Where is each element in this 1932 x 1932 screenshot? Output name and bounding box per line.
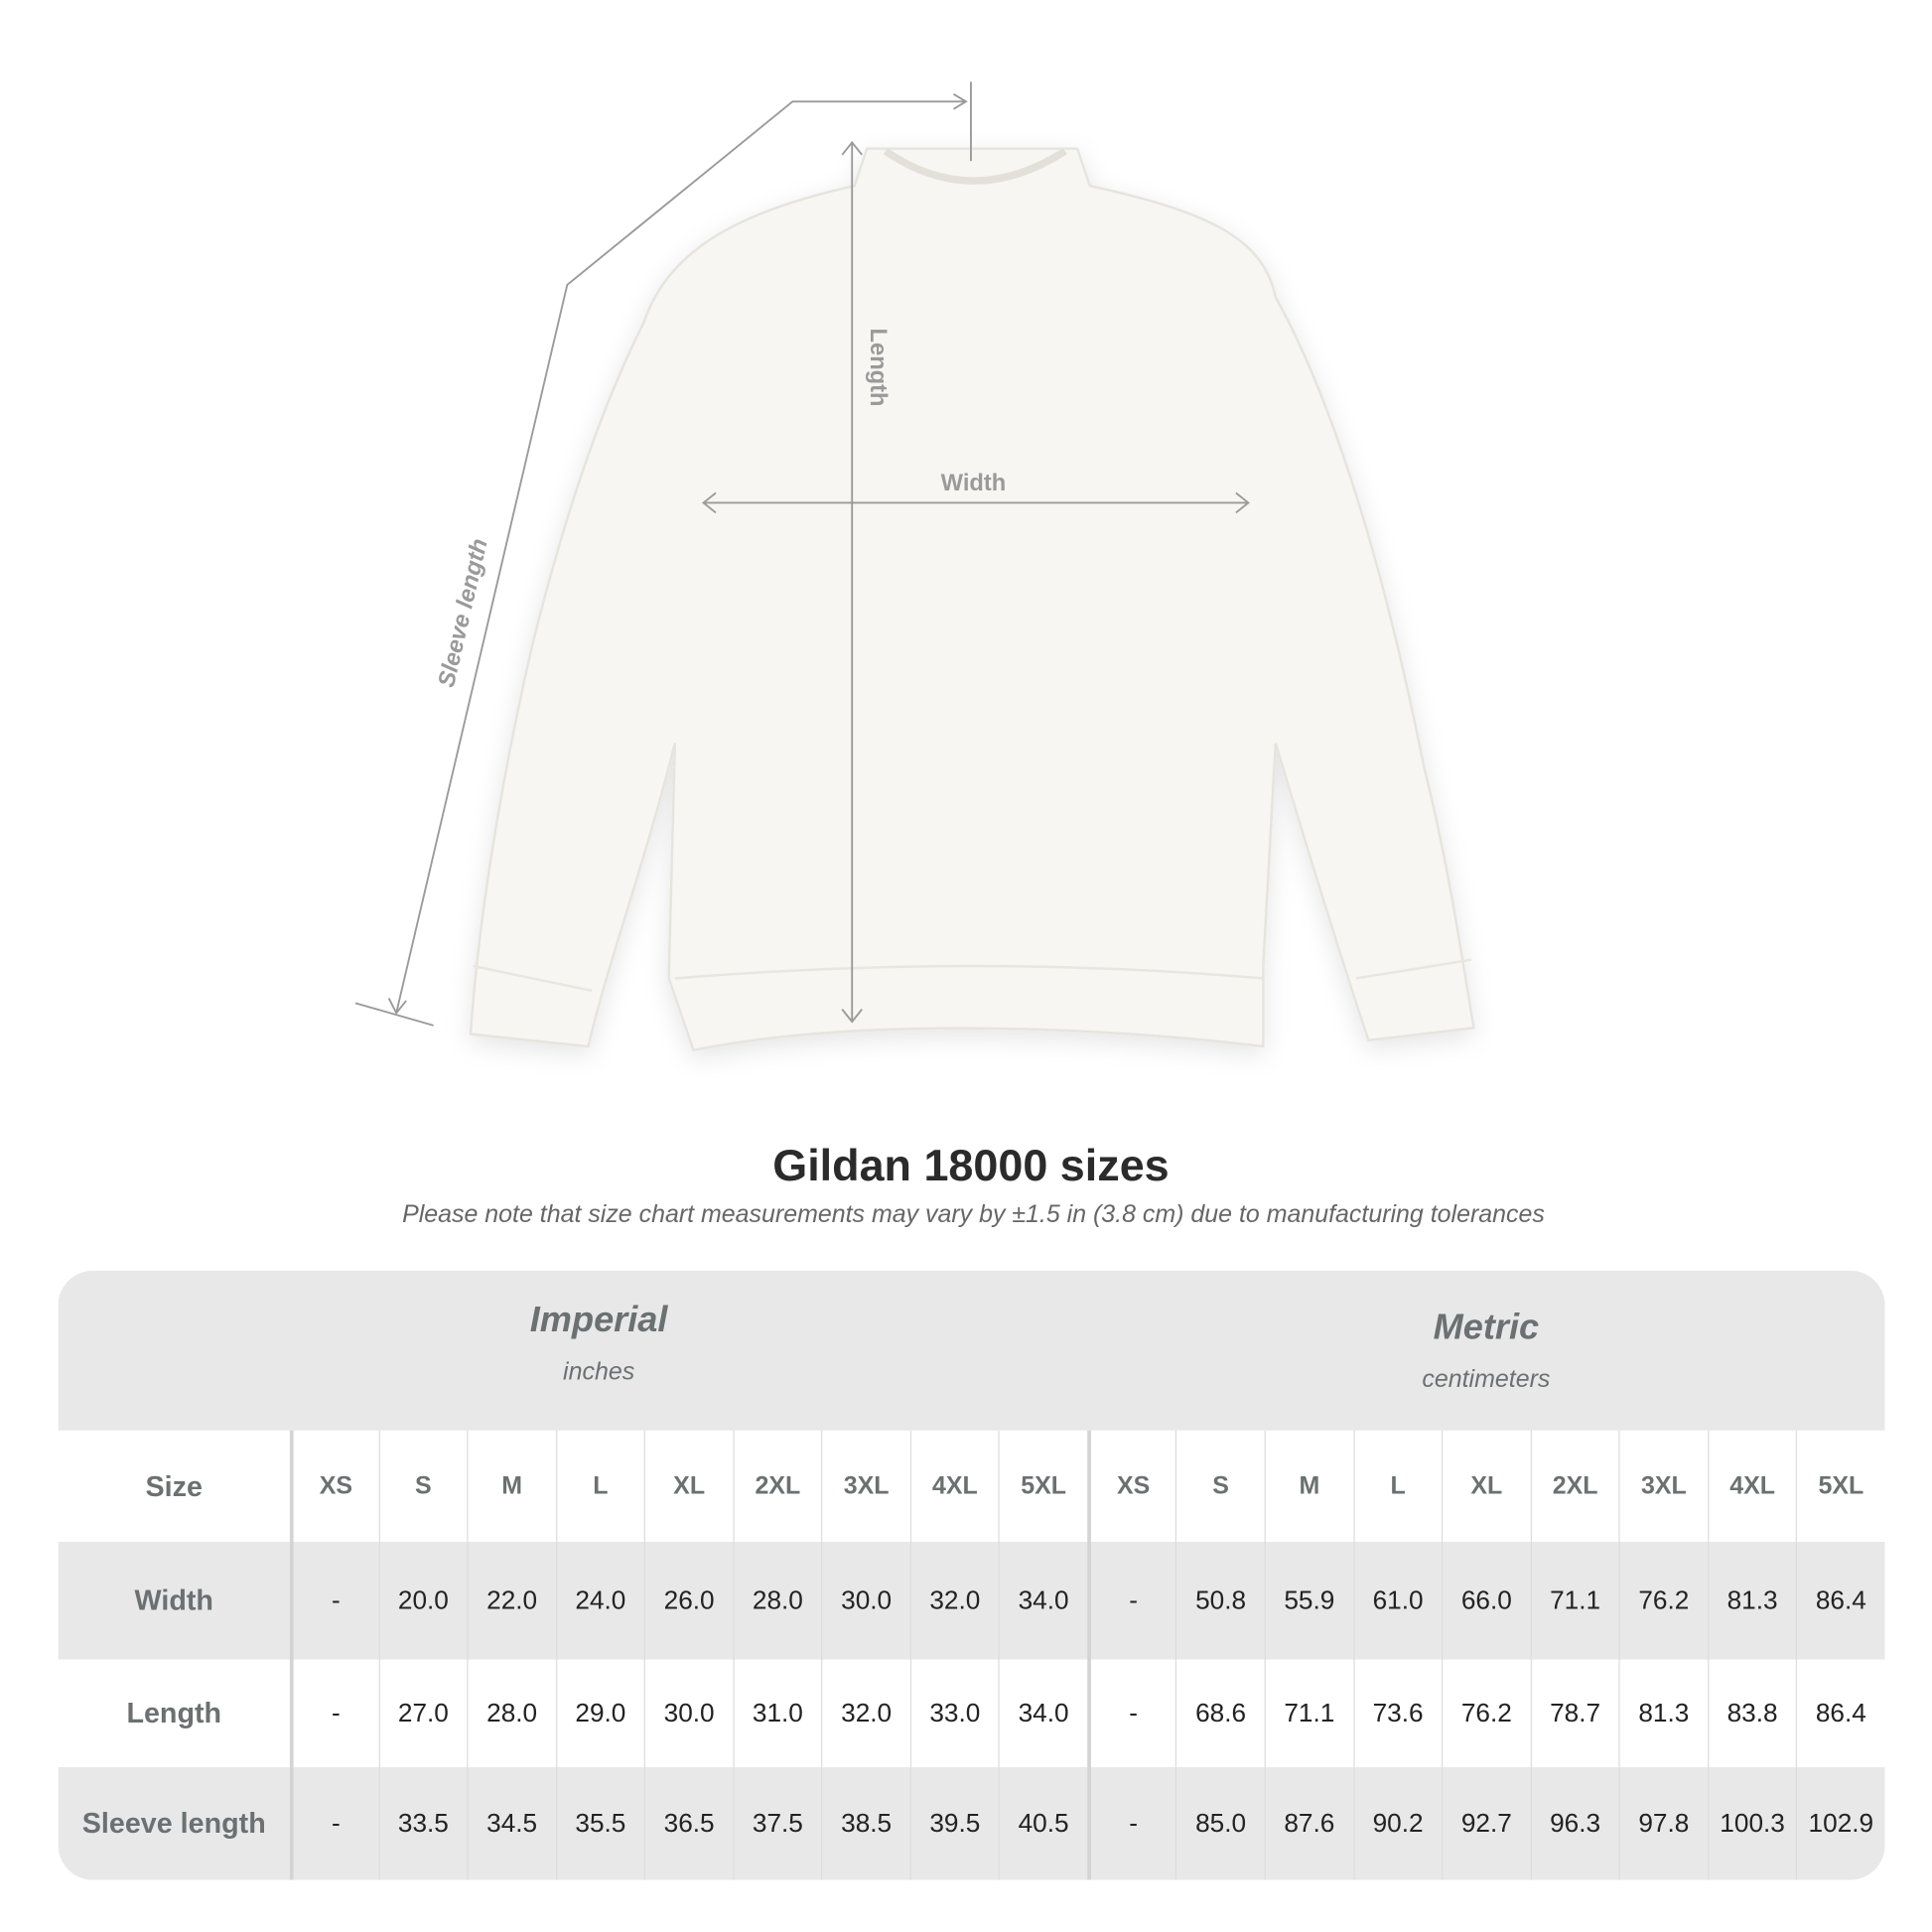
- value-cell: 97.8: [1618, 1767, 1708, 1880]
- value-cell: 81.3: [1618, 1659, 1708, 1768]
- value-cell: 73.6: [1352, 1659, 1442, 1768]
- value-cell: 33.0: [909, 1659, 999, 1768]
- value-cell: 30.0: [821, 1542, 909, 1660]
- value-cell: 34.5: [467, 1767, 555, 1880]
- metric-unit: centimeters: [1422, 1365, 1551, 1394]
- value-cell: 71.1: [1264, 1659, 1353, 1768]
- value-cell: 81.3: [1707, 1542, 1796, 1660]
- imperial-header: Imperial inches: [290, 1301, 907, 1387]
- size-table: Imperial inches Metric centimeters Size X…: [58, 1270, 1885, 1880]
- row-label: Sleeve length: [81, 1806, 266, 1840]
- value-cell: 33.5: [378, 1767, 467, 1880]
- value-cell: 28.0: [467, 1659, 555, 1768]
- value-cell: 28.0: [733, 1542, 821, 1660]
- metric-header: Metric centimeters: [1087, 1308, 1884, 1394]
- size-header-cell: 2XL: [733, 1430, 821, 1543]
- imperial-unit: inches: [563, 1358, 635, 1386]
- row-label: Length: [126, 1696, 222, 1729]
- size-header-cell: L: [1352, 1430, 1442, 1543]
- imperial-title: Imperial: [529, 1300, 668, 1340]
- value-cell: -: [289, 1542, 378, 1660]
- metric-title: Metric: [1433, 1308, 1540, 1348]
- row-label: Size: [145, 1469, 203, 1502]
- size-header-cell: L: [555, 1430, 644, 1543]
- size-header-cell: XS: [1087, 1430, 1175, 1543]
- size-header-row: Size XS S M L XL 2XL 3XL 4XL 5XL XS S M L XL 2XL 3XL 4XL 5…: [59, 1430, 1885, 1543]
- value-cell: 76.2: [1618, 1542, 1708, 1660]
- value-cell: 96.3: [1530, 1767, 1618, 1880]
- sweatshirt-diagram: Length Width Sleeve length: [354, 81, 1475, 1052]
- value-cell: 68.6: [1175, 1659, 1264, 1768]
- value-cell: 34.0: [998, 1659, 1087, 1768]
- size-header-cell: M: [1264, 1430, 1353, 1543]
- tolerance-note: Please note that size chart measurements…: [402, 1200, 1545, 1229]
- value-cell: 55.9: [1264, 1542, 1353, 1660]
- value-cell: 32.0: [821, 1659, 909, 1768]
- value-cell: 61.0: [1352, 1542, 1442, 1660]
- value-cell: 76.2: [1442, 1659, 1530, 1768]
- row-label: Width: [134, 1584, 213, 1616]
- value-cell: 87.6: [1264, 1767, 1353, 1880]
- value-cell: -: [1087, 1659, 1175, 1768]
- value-cell: 36.5: [643, 1767, 733, 1880]
- value-cell: 32.0: [909, 1542, 999, 1660]
- value-cell: 102.9: [1796, 1767, 1884, 1880]
- length-label: Length: [865, 329, 891, 407]
- value-cell: 37.5: [733, 1767, 821, 1880]
- value-cell: 35.5: [555, 1767, 644, 1880]
- size-header-cell: 4XL: [1707, 1430, 1796, 1543]
- value-cell: 85.0: [1175, 1767, 1264, 1880]
- value-cell: 20.0: [378, 1542, 467, 1660]
- width-label: Width: [941, 471, 1007, 496]
- sweatshirt-image: [469, 147, 1475, 1052]
- value-cell: -: [289, 1767, 378, 1880]
- size-header-cell: M: [467, 1430, 555, 1543]
- header-band: [58, 1270, 1885, 1431]
- value-cell: -: [1087, 1542, 1175, 1660]
- measurement-lines: [354, 81, 1250, 1027]
- size-header-cell: 5XL: [998, 1430, 1087, 1543]
- value-cell: 100.3: [1707, 1767, 1796, 1880]
- value-cell: 34.0: [998, 1542, 1087, 1660]
- value-cell: 29.0: [555, 1659, 644, 1768]
- size-header-cell: 5XL: [1796, 1430, 1884, 1543]
- table-row: Sleeve length -33.5 34.5 35.5 36.5 37.5 38.5 39…: [59, 1767, 1885, 1880]
- value-cell: 31.0: [733, 1659, 821, 1768]
- size-header-cell: S: [1175, 1430, 1264, 1543]
- value-cell: 26.0: [643, 1542, 733, 1660]
- value-cell: 83.8: [1707, 1659, 1796, 1768]
- size-header-cell: XL: [643, 1430, 733, 1543]
- value-cell: 39.5: [909, 1767, 999, 1880]
- value-cell: -: [289, 1659, 378, 1768]
- value-cell: 71.1: [1530, 1542, 1618, 1660]
- size-header-cell: 2XL: [1530, 1430, 1618, 1543]
- value-cell: 38.5: [821, 1767, 909, 1880]
- value-cell: 24.0: [555, 1542, 644, 1660]
- value-cell: 30.0: [643, 1659, 733, 1768]
- value-cell: 86.4: [1796, 1659, 1884, 1768]
- value-cell: 90.2: [1352, 1767, 1442, 1880]
- size-header-cell: XL: [1442, 1430, 1530, 1543]
- value-cell: 50.8: [1175, 1542, 1264, 1660]
- value-cell: 27.0: [378, 1659, 467, 1768]
- size-header-cell: 4XL: [909, 1430, 999, 1543]
- size-header-cell: S: [378, 1430, 467, 1543]
- size-header-cell: 3XL: [821, 1430, 909, 1543]
- size-header-cell: 3XL: [1618, 1430, 1708, 1543]
- value-cell: -: [1087, 1767, 1175, 1880]
- value-cell: 40.5: [998, 1767, 1087, 1880]
- value-cell: 78.7: [1530, 1659, 1618, 1768]
- value-cell: 66.0: [1442, 1542, 1530, 1660]
- table-row: Width -20.0 22.0 24.0 26.0 28.0 30.0 32.0 34.0-5…: [59, 1542, 1885, 1660]
- value-cell: 22.0: [467, 1542, 555, 1660]
- size-header-cell: XS: [289, 1430, 378, 1543]
- table-row: Length -27.0 28.0 29.0 30.0 31.0 32.0 33.0 34.0-…: [59, 1659, 1885, 1768]
- page-title: Gildan 18000 sizes: [772, 1139, 1170, 1190]
- value-cell: 86.4: [1796, 1542, 1884, 1660]
- sleeve-length-label: Sleeve length: [434, 536, 493, 690]
- value-cell: 92.7: [1442, 1767, 1530, 1880]
